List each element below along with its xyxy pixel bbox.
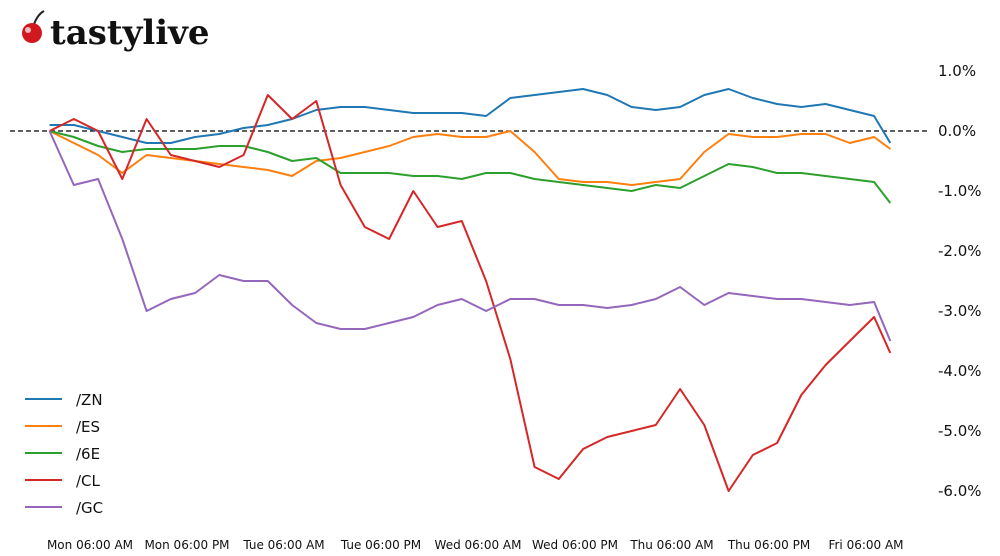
series-line-gc — [48, 130, 892, 342]
series-line-zn — [49, 88, 892, 144]
legend-label: /ZN — [76, 391, 103, 409]
legend: /ZN/ES/6E/CL/GC — [25, 391, 103, 517]
series-line-cl — [49, 94, 892, 492]
legend-label: /6E — [76, 445, 100, 463]
y-tick-label: -1.0% — [938, 182, 982, 200]
x-tick-label: Tue 06:00 PM — [340, 538, 421, 552]
legend-label: /ES — [76, 418, 100, 436]
series-line-6e — [49, 130, 892, 204]
y-tick-label: 1.0% — [938, 62, 976, 80]
x-tick-label: Wed 06:00 PM — [532, 538, 618, 552]
y-tick-label: 0.0% — [938, 122, 976, 140]
logo-text: tastylive — [50, 13, 210, 53]
x-tick-label: Wed 06:00 AM — [435, 538, 522, 552]
y-tick-label: -3.0% — [938, 302, 982, 320]
x-tick-label: Mon 06:00 AM — [47, 538, 133, 552]
x-tick-label: Fri 06:00 AM — [828, 538, 903, 552]
y-tick-label: -4.0% — [938, 362, 982, 380]
y-tick-label: -2.0% — [938, 242, 982, 260]
x-tick-label: Tue 06:00 AM — [242, 538, 324, 552]
logo: tastylive — [22, 10, 210, 53]
x-tick-label: Thu 06:00 AM — [629, 538, 713, 552]
legend-label: /CL — [76, 472, 101, 490]
y-tick-label: -6.0% — [938, 482, 982, 500]
x-tick-label: Thu 06:00 PM — [727, 538, 810, 552]
legend-label: /GC — [76, 499, 103, 517]
y-tick-label: -5.0% — [938, 422, 982, 440]
cherry-icon — [22, 10, 45, 43]
x-tick-label: Mon 06:00 PM — [144, 538, 229, 552]
